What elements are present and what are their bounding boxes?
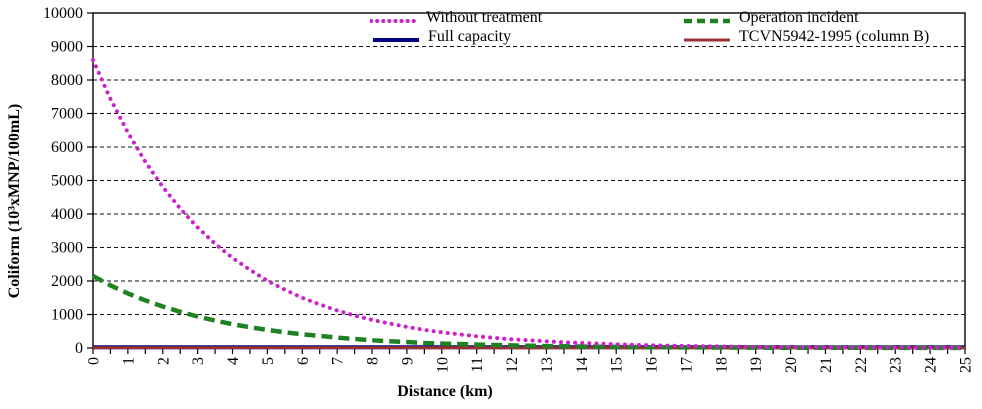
legend-item-tcvn5942-1995: TCVN5942-1995 (column B) [683,28,929,46]
svg-text:15: 15 [609,357,626,373]
series-without-treatment [91,57,967,350]
svg-text:16: 16 [644,357,661,373]
svg-text:18: 18 [713,357,730,373]
svg-text:11: 11 [469,357,486,372]
svg-text:10: 10 [434,357,451,373]
svg-text:1: 1 [120,357,137,365]
solid-line-swatch-icon [683,32,731,42]
x-axis-title: Distance (km) [397,383,493,400]
svg-text:5: 5 [260,357,277,365]
svg-text:3: 3 [190,357,207,365]
legend-item-full-capacity: Full capacity [372,28,511,46]
legend-item-without-treatment: Without treatment [369,9,543,27]
svg-text:17: 17 [678,357,695,373]
gridlines [93,46,965,315]
legend-label: Full capacity [428,28,512,45]
svg-text:7000: 7000 [51,106,83,123]
svg-text:6000: 6000 [51,139,83,156]
svg-text:8: 8 [365,357,382,365]
legend-label: Without treatment [426,9,543,26]
svg-text:13: 13 [539,357,556,373]
svg-text:5000: 5000 [51,173,83,190]
legend-label: Operation incident [739,9,859,26]
svg-text:14: 14 [574,357,591,373]
svg-text:8000: 8000 [51,72,83,89]
y-axis-title: Coliform (10³xMNP/100mL) [6,103,23,299]
legend-item-operation-incident: Operation incident [683,9,859,27]
svg-text:4: 4 [225,357,242,365]
svg-text:1000: 1000 [51,307,83,324]
series-operation-incident [91,274,965,351]
dotted-line-swatch-icon [369,13,419,23]
svg-text:19: 19 [748,357,765,373]
svg-text:21: 21 [818,357,835,373]
svg-text:2: 2 [155,357,172,365]
svg-text:23: 23 [888,357,905,373]
x-tick-labels: 0 1 2 3 4 5 6 7 8 9 10 11 12 13 14 15 16 17 18 19 20 21 22 23 24… [86,357,975,373]
svg-text:7: 7 [330,357,347,365]
svg-text:6: 6 [295,357,312,365]
svg-text:2000: 2000 [51,273,83,290]
svg-text:12: 12 [504,357,521,373]
svg-text:9: 9 [399,357,416,365]
solid-line-swatch-icon [372,32,420,42]
svg-text:10000: 10000 [43,5,83,22]
svg-text:9000: 9000 [51,39,83,56]
axis-ticks [87,12,966,354]
svg-text:20: 20 [783,357,800,373]
svg-text:0: 0 [75,340,83,357]
svg-text:0: 0 [86,357,103,365]
dashed-line-swatch-icon [683,13,731,24]
svg-text:4000: 4000 [51,206,83,223]
svg-text:3000: 3000 [51,240,83,257]
legend-label: TCVN5942-1995 (column B) [739,28,930,45]
svg-text:22: 22 [853,357,870,373]
svg-text:25: 25 [958,357,975,373]
y-tick-labels: 0 1000 2000 3000 4000 5000 6000 7000 8000 9000 100… [43,5,83,357]
svg-text:24: 24 [923,357,940,373]
